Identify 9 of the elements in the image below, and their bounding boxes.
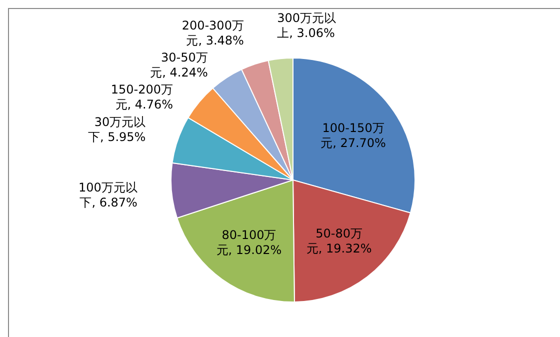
slice-label: 300万元以上, 3.06% (277, 11, 336, 40)
slice-label: 30万元以下, 5.95% (88, 114, 146, 144)
slice-label: 100-150万元, 27.70% (320, 120, 386, 150)
slice-label: 80-100万元, 19.02% (216, 228, 282, 258)
slice-label: 200-300万元, 3.48% (182, 18, 244, 48)
slice-label: 30-50万元, 4.24% (150, 50, 208, 80)
slice-label: 100万元以下, 6.87% (78, 180, 138, 210)
slice-label: 150-200万元, 4.76% (110, 82, 174, 112)
slice-label: 50-80万元, 19.32% (306, 226, 372, 256)
